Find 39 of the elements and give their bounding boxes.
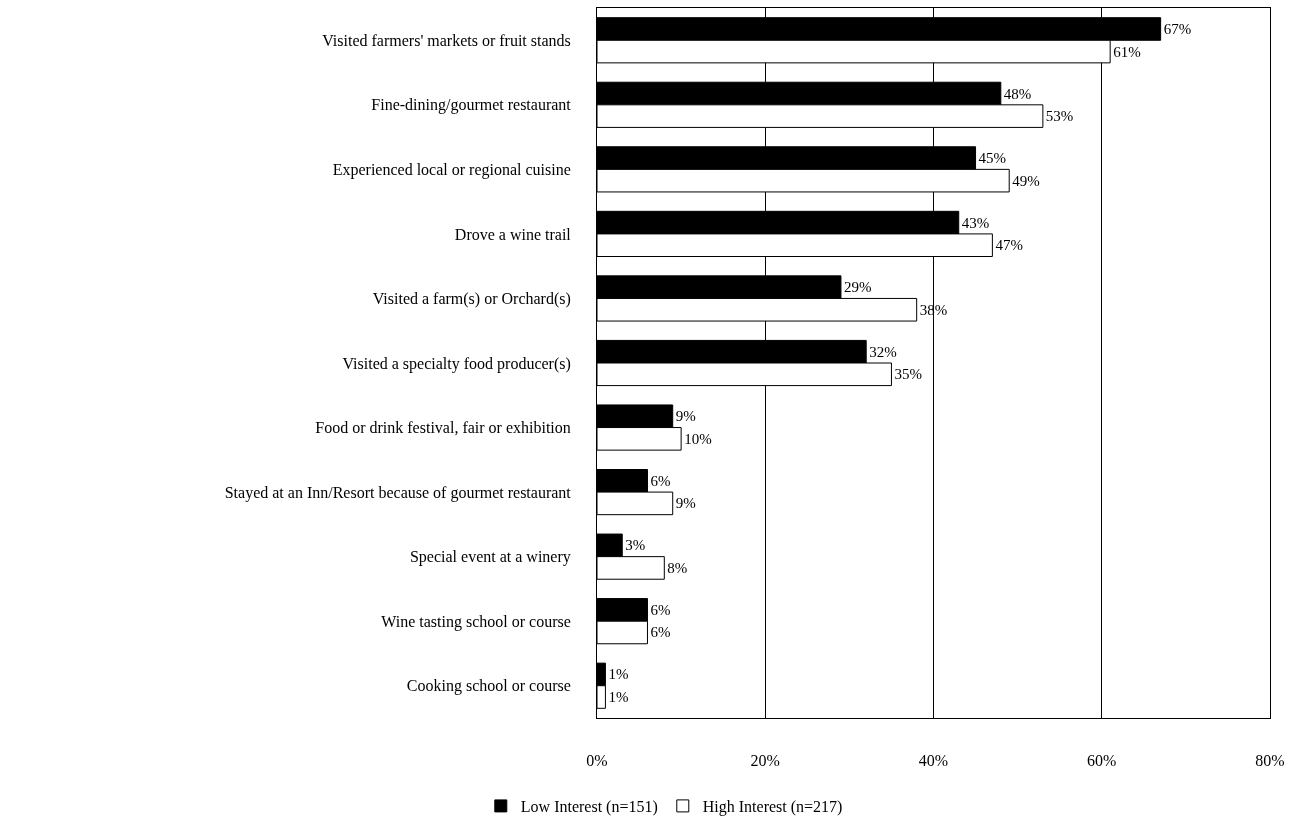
data-label: 9% [675, 408, 696, 425]
data-label: 47% [995, 237, 1023, 254]
data-label: 3% [625, 537, 646, 554]
data-label: 9% [675, 495, 696, 512]
data-label: 43% [961, 214, 990, 231]
data-label: 1% [608, 689, 629, 706]
x-tick-label: 60% [1087, 752, 1117, 770]
data-label: 32% [869, 343, 897, 360]
y-tick-label: Food or drink festival, fair or exhibition [315, 419, 571, 437]
y-tick-label: Visited farmers' markets or fruit stands [322, 31, 571, 49]
data-label: 6% [650, 601, 671, 618]
data-label: 48% [1003, 85, 1032, 102]
data-label: 8% [667, 559, 688, 576]
data-label: 35% [894, 366, 922, 383]
y-tick-label: Special event at a winery [409, 548, 571, 567]
data-label: 53% [1045, 108, 1074, 125]
y-tick-label: Visited a farm(s) or Orchard(s) [372, 290, 571, 309]
y-tick-label: Wine tasting school or course [381, 612, 571, 631]
data-label: 1% [608, 666, 629, 683]
x-tick-label: 0% [586, 752, 608, 770]
data-label: 29% [843, 279, 872, 296]
y-tick-label: Experienced local or regional cuisine [332, 160, 571, 179]
y-tick-label: Fine-dining/gourmet restaurant [371, 96, 572, 115]
data-label: 10% [684, 430, 712, 447]
data-label: 6% [650, 472, 671, 489]
x-tick-label: 20% [750, 752, 780, 770]
y-tick-label: Cooking school or course [406, 677, 571, 696]
legend-label: Low Interest (n=151) [520, 798, 658, 817]
x-tick-label: 80% [1255, 752, 1285, 770]
data-label: 45% [978, 150, 1007, 167]
data-label: 61% [1113, 43, 1141, 60]
y-tick-label: Drove a wine trail [454, 225, 572, 243]
data-label: 6% [650, 624, 671, 641]
x-tick-label: 40% [918, 752, 949, 770]
legend-label: High Interest (n=217) [702, 798, 843, 817]
y-tick-label: Stayed at an Inn/Resort because of gourmet restaurant [224, 483, 572, 502]
data-label: 67% [1163, 20, 1192, 37]
y-tick-label: Visited a specialty food producer(s) [342, 354, 571, 373]
data-label: 49% [1012, 172, 1040, 189]
